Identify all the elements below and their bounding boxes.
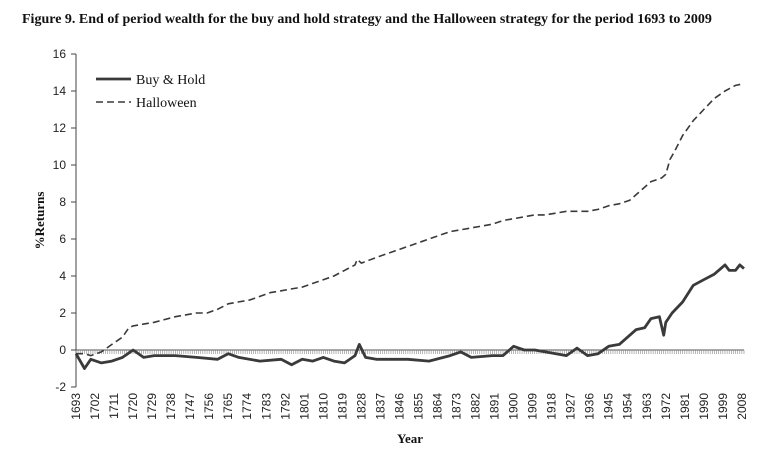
y-tick-label: 0 <box>59 343 66 357</box>
x-tick-label: 1891 <box>488 393 502 420</box>
x-tick-label: 1747 <box>183 393 197 420</box>
y-tick-label: -2 <box>55 380 66 394</box>
x-tick-label: 1963 <box>640 393 654 420</box>
x-tick-label: 1720 <box>126 393 140 420</box>
y-tick-label: 10 <box>53 158 67 172</box>
y-tick-label: 2 <box>59 306 66 320</box>
x-axis-title: Year <box>397 431 423 446</box>
x-tick-label: 1945 <box>602 393 616 420</box>
y-tick-label: 14 <box>53 84 67 98</box>
y-tick-label: 8 <box>59 195 66 209</box>
x-tick-label: 1990 <box>697 393 711 420</box>
legend: Buy & Hold Halloween <box>96 73 205 111</box>
x-tick-label: 1855 <box>411 393 425 420</box>
legend-label-buy-hold: Buy & Hold <box>136 73 205 88</box>
x-tick-label: 1900 <box>507 393 521 420</box>
x-tick-label: 1756 <box>202 393 216 420</box>
x-tick-label: 1927 <box>564 393 578 420</box>
x-tick-label: 1774 <box>240 393 254 420</box>
x-tick-label: 1954 <box>621 393 635 420</box>
series-line-buy-hold <box>74 263 745 370</box>
x-tick-label: 1711 <box>107 393 121 419</box>
x-tick-label: 1909 <box>526 393 540 420</box>
x-tick-label: 1936 <box>583 393 597 420</box>
x-tick-label: 1738 <box>164 393 178 420</box>
x-tick-label: 1702 <box>88 393 102 420</box>
x-tick-label: 1810 <box>316 393 330 420</box>
y-tick-label: 4 <box>59 269 66 283</box>
series-group <box>74 82 745 370</box>
x-tick-label: 1873 <box>450 393 464 420</box>
x-tick-label: 1801 <box>297 393 311 420</box>
x-tick-label: 1828 <box>354 393 368 420</box>
y-axis-title: %Returns <box>32 192 47 250</box>
x-tick-label: 1882 <box>469 393 483 420</box>
x-tick-label: 1729 <box>145 393 159 420</box>
x-tick-label: 2008 <box>735 393 749 420</box>
x-tick-label: 1981 <box>678 393 692 420</box>
x-tick-label: 1819 <box>335 393 349 420</box>
figure-title: Figure 9. End of period wealth for the b… <box>22 12 712 27</box>
y-tick-label: 6 <box>59 232 66 246</box>
x-tick-label: 1693 <box>69 393 83 420</box>
x-tick-label: 1837 <box>373 393 387 420</box>
x-tick-label: 1783 <box>259 393 273 420</box>
x-tick-label: 1972 <box>659 393 673 420</box>
x-tick-label: 1792 <box>278 393 292 420</box>
legend-label-halloween: Halloween <box>136 96 197 111</box>
x-tick-label: 1765 <box>221 393 235 420</box>
y-tick-label: 16 <box>53 47 67 61</box>
x-axis-minor-ticks <box>75 350 745 354</box>
axes-group: -2 0 2 4 6 8 10 12 14 16 1693 1702 1711 1720 1729 1738 1… <box>32 47 749 446</box>
x-tick-label: 1846 <box>392 393 406 420</box>
series-line-halloween <box>76 82 745 357</box>
x-tick-label: 1999 <box>716 393 730 420</box>
y-tick-label: 12 <box>53 121 67 135</box>
x-tick-label: 1864 <box>430 393 444 420</box>
x-tick-label: 1918 <box>545 393 559 420</box>
